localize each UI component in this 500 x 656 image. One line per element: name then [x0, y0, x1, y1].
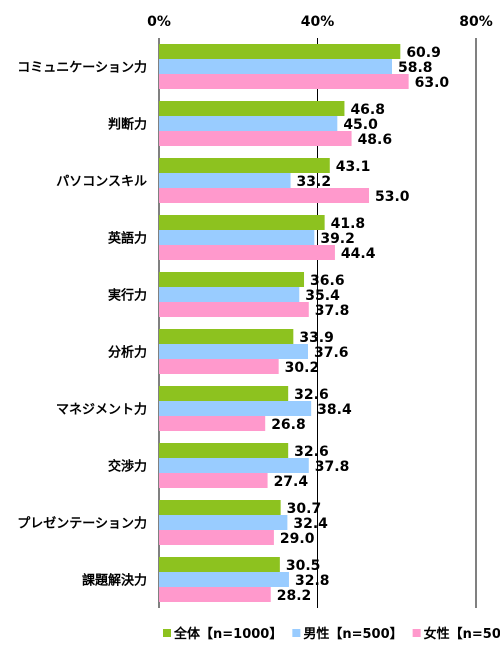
x-axis-ticks: 0% 40% 80% [147, 14, 493, 30]
category-label: 実行力 [108, 288, 147, 304]
bar [159, 443, 289, 458]
data-label: 35.4 [305, 288, 340, 304]
data-label: 58.8 [398, 60, 433, 76]
bar [159, 44, 401, 59]
data-label: 27.4 [274, 474, 309, 490]
bars [159, 44, 409, 602]
data-label: 63.0 [415, 75, 450, 91]
bar [159, 245, 335, 260]
bar [159, 131, 352, 146]
data-label: 32.8 [295, 573, 330, 589]
category-label: パソコンスキル [56, 175, 147, 190]
legend-label: 全体【n=1000】 [173, 626, 282, 642]
value-labels: 60.958.863.0 46.845.048.6 43.133.2 53.0 41.8… [271, 45, 449, 604]
bar [159, 230, 315, 245]
legend-swatch [412, 629, 421, 637]
bar [159, 101, 345, 116]
bar [159, 458, 309, 473]
bar [159, 473, 268, 488]
bar [159, 116, 338, 131]
data-label: 30.2 [285, 360, 320, 376]
data-label: 37.8 [315, 459, 350, 475]
data-label: 37.6 [314, 345, 349, 361]
data-label: 46.8 [350, 102, 385, 118]
bar [159, 173, 291, 188]
x-tick-label: 80% [459, 14, 493, 30]
category-label: 判断力 [108, 117, 147, 133]
data-label: 32.6 [294, 444, 329, 460]
category-label: マネジメント力 [56, 402, 147, 418]
x-tick-label: 0% [147, 14, 171, 30]
category-label: プレゼンテーション力 [17, 516, 147, 532]
data-label: 30.5 [286, 558, 321, 574]
bar [159, 74, 409, 89]
data-label: 29.0 [280, 531, 315, 547]
bar [159, 158, 330, 173]
bar [159, 188, 370, 203]
bar [159, 386, 289, 401]
bar [159, 344, 308, 359]
data-label: 32.6 [294, 387, 329, 403]
bar [159, 500, 281, 515]
data-label: 53.0 [375, 189, 410, 205]
bar [159, 329, 294, 344]
data-label: 43.1 [336, 159, 371, 175]
data-label: 28.2 [277, 588, 312, 604]
bar [159, 401, 312, 416]
bar [159, 272, 305, 287]
data-label: 48.6 [358, 132, 393, 148]
data-label: 39.2 [320, 231, 355, 247]
category-label: 課題解決力 [82, 573, 147, 589]
bar [159, 515, 288, 530]
bar [159, 587, 271, 602]
data-label: 30.7 [287, 501, 322, 517]
data-label: 45.0 [343, 117, 378, 133]
bar [159, 416, 266, 431]
bar [159, 287, 300, 302]
data-label: 37.8 [315, 303, 350, 319]
category-labels: コミュニケーション力判断力パソコンスキル英語力実行力分析力マネジメント力交渉力プ… [17, 60, 147, 589]
data-label: 38.4 [317, 402, 352, 418]
category-label: 交渉力 [108, 459, 147, 475]
bar [159, 302, 309, 317]
data-label: 36.6 [310, 273, 345, 289]
data-label: 26.8 [271, 417, 306, 433]
data-label: 33.2 [297, 174, 332, 190]
legend-label: 男性【n=500】 [303, 626, 402, 642]
data-label: 33.9 [299, 330, 334, 346]
data-label: 44.4 [341, 246, 376, 262]
x-tick-label: 40% [301, 14, 335, 30]
legend-label: 女性【n=500】 [424, 626, 500, 642]
data-label: 41.8 [331, 216, 366, 232]
bar [159, 215, 325, 230]
data-label: 60.9 [406, 45, 441, 61]
bar [159, 530, 274, 545]
bar [159, 359, 279, 374]
category-label: 英語力 [107, 231, 147, 247]
category-label: 分析力 [108, 345, 147, 361]
category-label: コミュニケーション力 [17, 60, 147, 76]
legend: 全体【n=1000】 男性【n=500】 女性【n=500】 [163, 626, 500, 642]
legend-swatch [292, 629, 301, 637]
bar [159, 572, 289, 587]
data-label: 32.4 [293, 516, 328, 532]
bar [159, 557, 280, 572]
legend-swatch [163, 629, 171, 637]
bar [159, 59, 392, 74]
